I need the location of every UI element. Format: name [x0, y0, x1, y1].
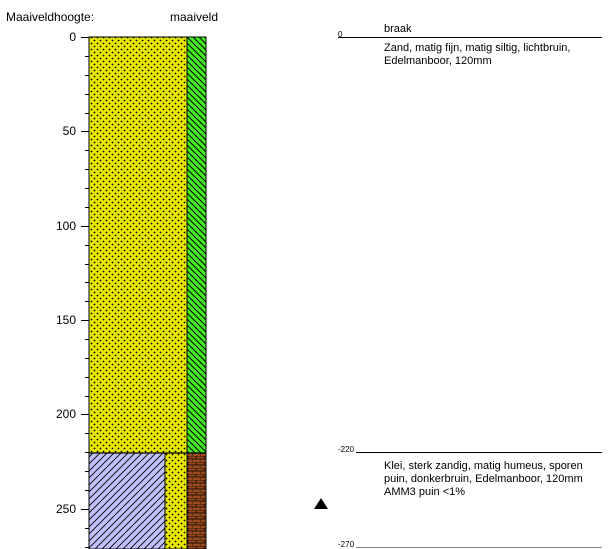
- clay-layer: [88, 452, 166, 549]
- brick-strip: [186, 452, 207, 549]
- layer-bottom-line: [356, 547, 602, 548]
- axis-tick-label: 150: [55, 313, 76, 327]
- axis-minor-tick: [85, 245, 89, 246]
- sand-strip: [164, 452, 188, 549]
- organic-strip: [186, 36, 207, 454]
- axis-tick: [81, 509, 89, 510]
- axis-tick: [81, 131, 89, 132]
- axis-minor-tick: [85, 528, 89, 529]
- axis-minor-tick: [85, 282, 89, 283]
- axis-tick-label: 100: [55, 219, 76, 233]
- borehole-column: [88, 36, 207, 549]
- axis-minor-tick: [85, 471, 89, 472]
- layer-top-line: [338, 37, 602, 38]
- axis-tick: [81, 226, 89, 227]
- elevation-label: Maaiveldhoogte:: [6, 10, 95, 24]
- axis-minor-tick: [85, 56, 89, 57]
- axis-minor-tick: [85, 377, 89, 378]
- axis-minor-tick: [85, 150, 89, 151]
- axis-tick-label: 200: [55, 407, 76, 421]
- layer-top-line: [356, 452, 602, 453]
- layer-bottom-depth: -270: [338, 540, 355, 549]
- axis-tick: [81, 37, 89, 38]
- surface-note: braak: [384, 23, 412, 35]
- layer-top-depth: 0: [338, 30, 343, 39]
- axis-minor-tick: [85, 547, 89, 548]
- axis-minor-tick: [85, 207, 89, 208]
- axis-tick: [81, 320, 89, 321]
- layer-description: Zand, matig fijn, matig siltig, lichtbru…: [384, 42, 571, 67]
- axis-tick-label: 0: [69, 30, 76, 44]
- axis-minor-tick: [85, 169, 89, 170]
- axis-tick-label: 50: [62, 124, 76, 138]
- axis-minor-tick: [85, 94, 89, 95]
- axis-minor-tick: [85, 490, 89, 491]
- axis-minor-tick: [85, 396, 89, 397]
- axis-minor-tick: [85, 358, 89, 359]
- axis-minor-tick: [85, 113, 89, 114]
- axis-minor-tick: [85, 433, 89, 434]
- axis-minor-tick: [85, 452, 89, 453]
- sand-layer: [88, 36, 188, 454]
- triangle-marker-icon: [314, 498, 328, 509]
- axis-minor-tick: [85, 75, 89, 76]
- axis-minor-tick: [85, 339, 89, 340]
- axis-minor-tick: [85, 301, 89, 302]
- layer-description: Klei, sterk zandig, matig humeus, sporen…: [384, 460, 583, 498]
- axis-tick: [81, 414, 89, 415]
- axis-minor-tick: [85, 188, 89, 189]
- layer-top-depth: -220: [338, 445, 355, 454]
- axis-tick-label: 250: [55, 502, 76, 516]
- axis-minor-tick: [85, 264, 89, 265]
- surface-label: maaiveld: [170, 10, 219, 24]
